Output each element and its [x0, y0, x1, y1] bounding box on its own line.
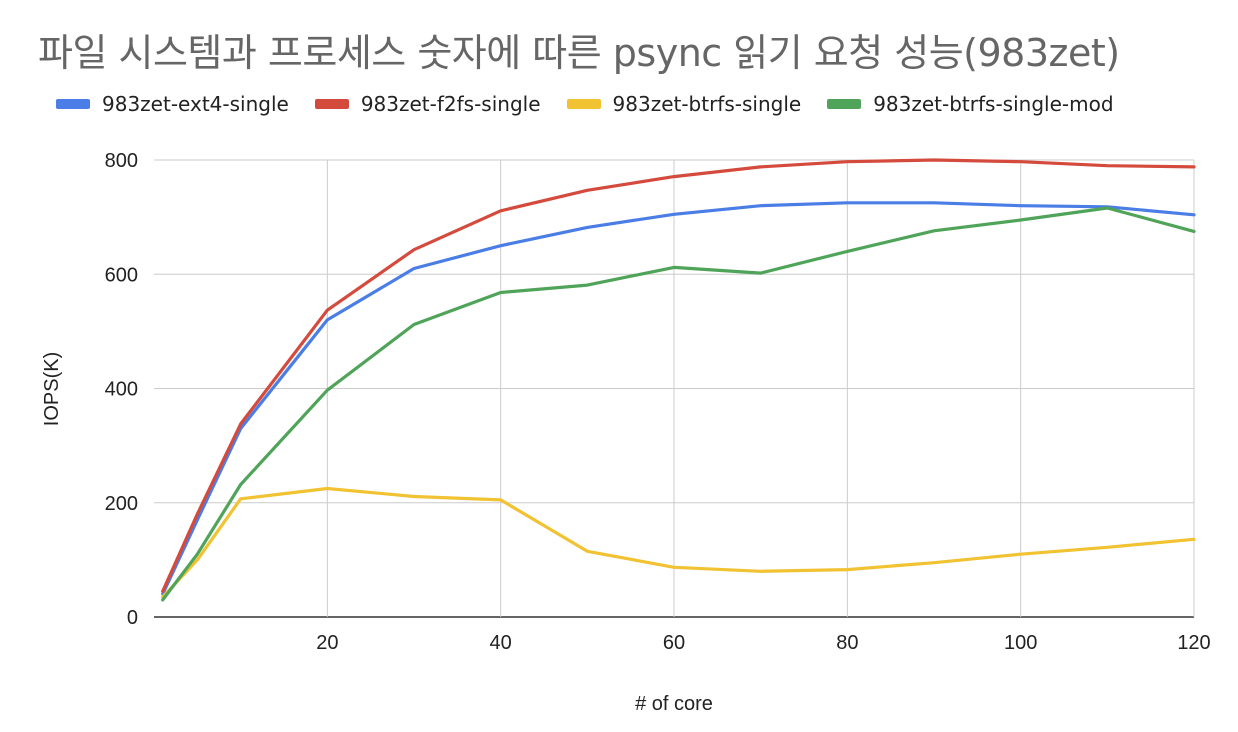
legend-label-ext4: 983zet-ext4-single — [102, 92, 289, 116]
y-tick-label: 400 — [105, 379, 138, 401]
y-axis-title: IOPS(K) — [41, 352, 63, 426]
y-tick-label: 600 — [105, 264, 138, 286]
series-line-3[interactable] — [161, 206, 1196, 602]
y-tick-label: 0 — [127, 607, 138, 629]
chart-title: 파일 시스템과 프로세스 숫자에 따른 psync 읽기 요청 성능(983ze… — [38, 31, 1120, 75]
legend-swatch-ext4 — [56, 99, 90, 109]
x-tick-label: 80 — [836, 632, 858, 654]
legend-label-f2fs: 983zet-f2fs-single — [360, 92, 541, 116]
x-axis-title: # of core — [635, 693, 713, 715]
series-line-1[interactable] — [161, 158, 1196, 593]
y-tick-label: 800 — [105, 150, 138, 172]
series-line-2[interactable] — [161, 486, 1196, 599]
legend-label-btrfs-mod: 983zet-btrfs-single-mod — [873, 92, 1114, 116]
legend-swatch-f2fs — [314, 99, 349, 109]
legend-swatch-btrfs-mod — [827, 99, 862, 109]
legend-label-btrfs: 983zet-btrfs-single — [612, 92, 802, 116]
legend-item-btrfs[interactable]: 983zet-btrfs-single — [566, 92, 802, 116]
tick-labels: 0 200 400 600 800 20 40 60 80 100 120 — [105, 150, 1211, 654]
series-line-0[interactable] — [161, 201, 1196, 596]
y-tick-label: 200 — [105, 493, 138, 515]
legend-swatch-btrfs — [566, 99, 601, 109]
x-tick-label: 40 — [490, 632, 512, 654]
legend-item-f2fs[interactable]: 983zet-f2fs-single — [314, 92, 541, 116]
x-tick-label: 60 — [663, 632, 685, 654]
legend: 983zet-ext4-single 983zet-f2fs-single 98… — [56, 92, 1114, 116]
legend-item-ext4[interactable]: 983zet-ext4-single — [56, 92, 289, 116]
gridlines — [154, 159, 1195, 618]
x-tick-label: 120 — [1177, 632, 1210, 654]
x-tick-label: 100 — [1004, 632, 1037, 654]
series-lines — [161, 158, 1196, 602]
legend-item-btrfs-mod[interactable]: 983zet-btrfs-single-mod — [827, 92, 1114, 116]
x-tick-label: 20 — [316, 632, 338, 654]
